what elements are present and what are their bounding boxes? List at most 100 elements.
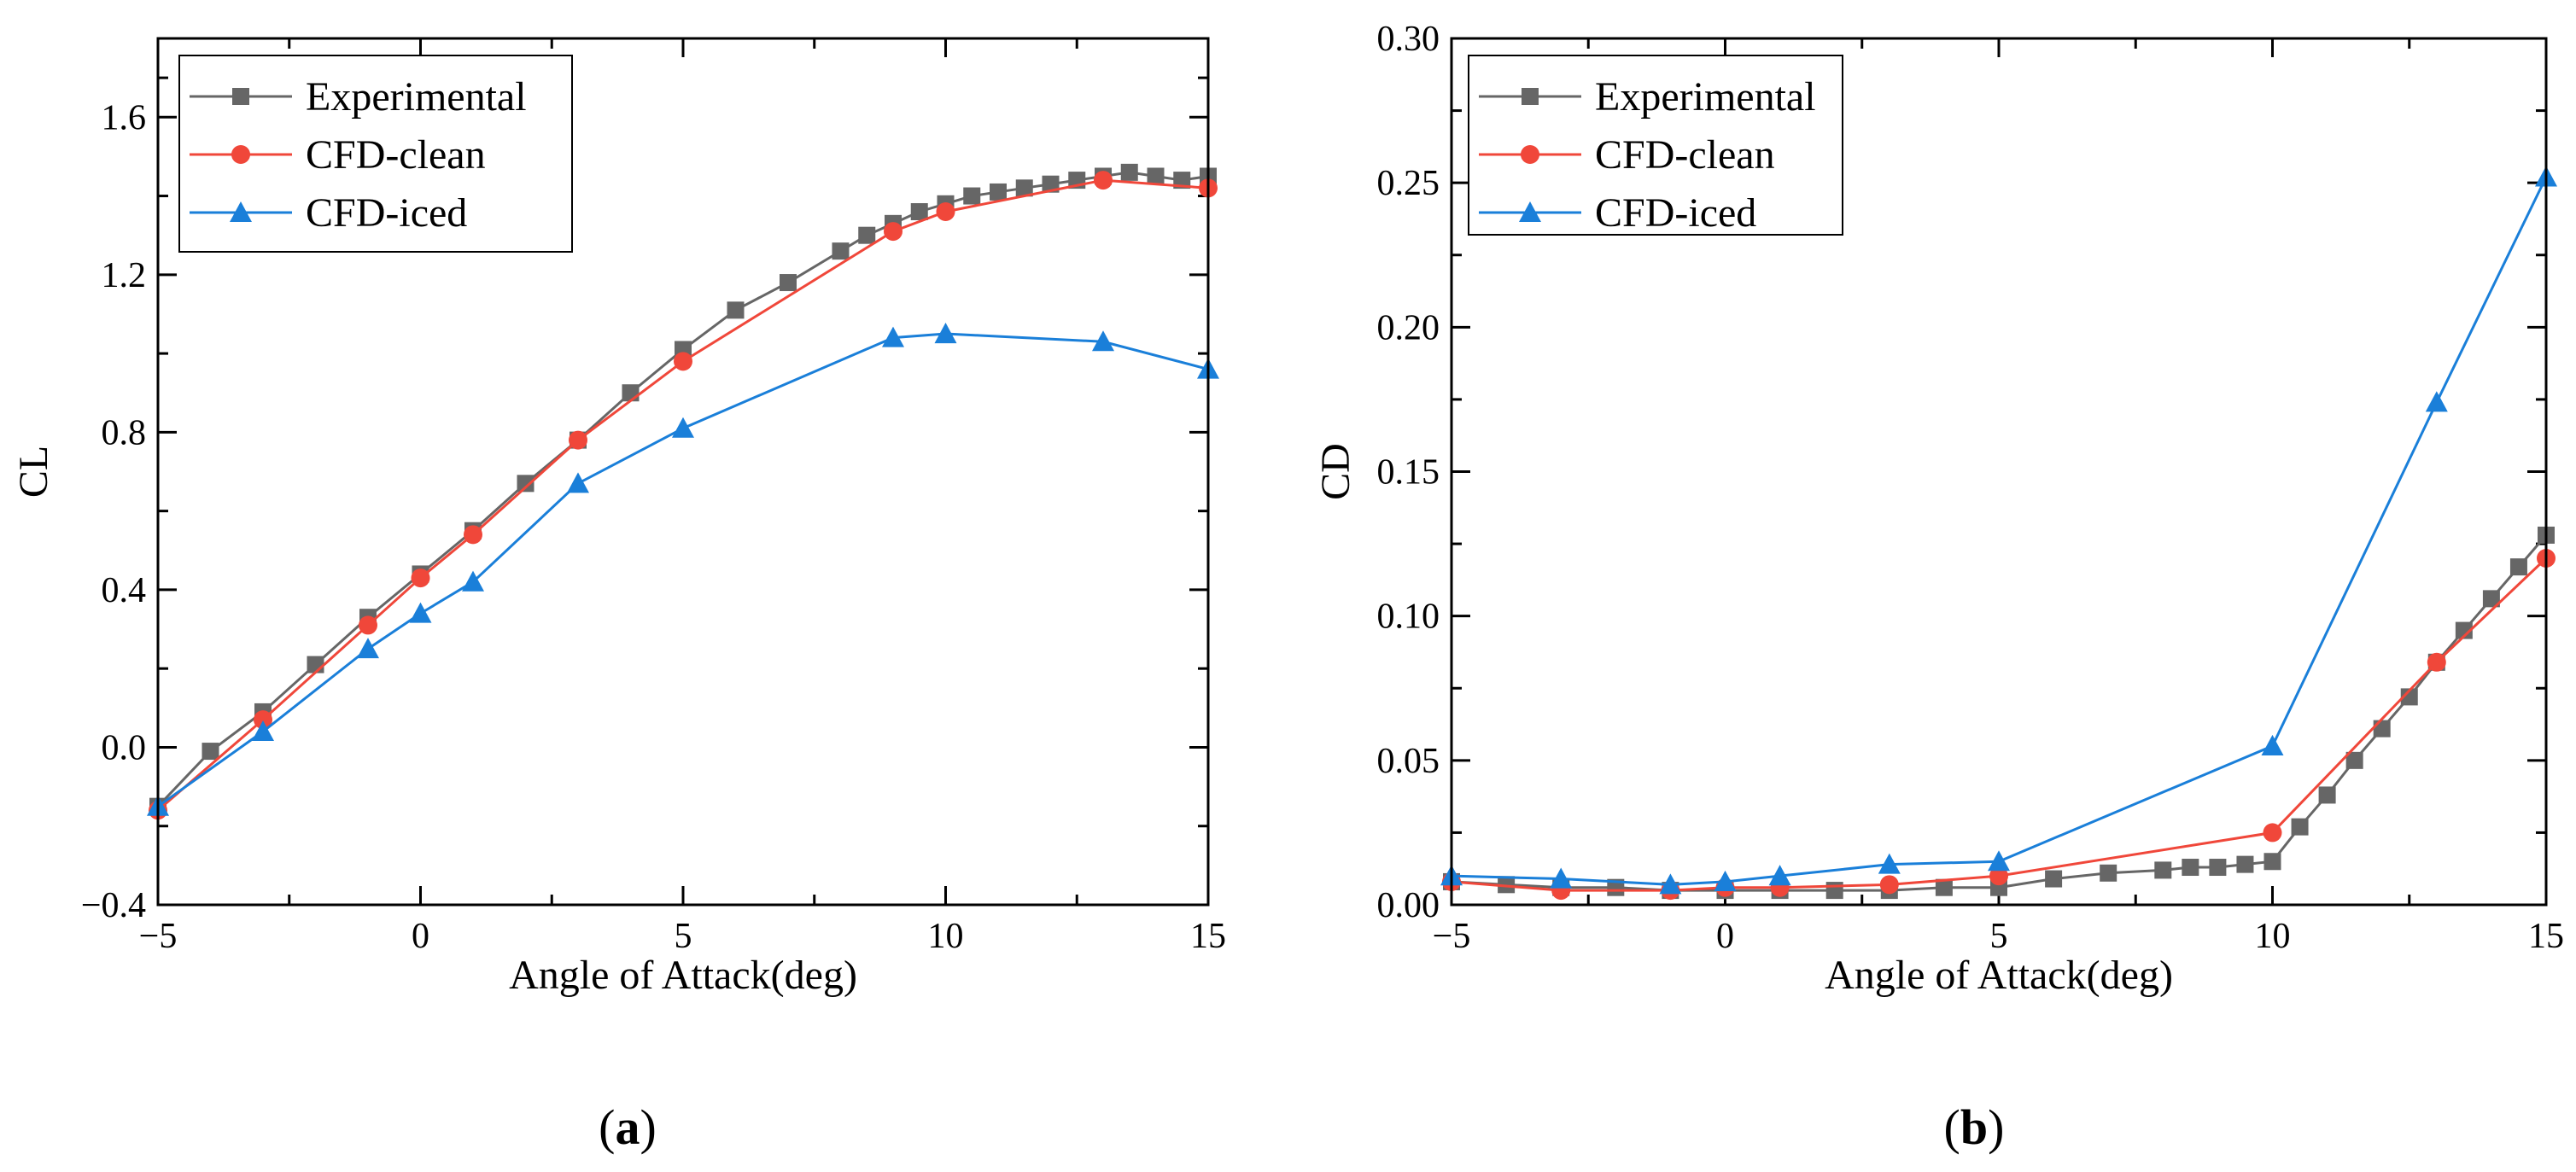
data-point: [409, 602, 432, 623]
data-point: [2263, 823, 2282, 843]
data-point: [882, 326, 904, 347]
data-point: [2318, 786, 2336, 804]
x-tick-label: 5: [1990, 917, 2008, 956]
data-point: [1988, 850, 2010, 872]
data-point: [884, 222, 902, 242]
chart-panel-a: −5 0 5 10 15 −0.4 0.0 0.4 0.8 1.2 1.6 Angle of Atta…: [11, 37, 1226, 1155]
data-point: [727, 301, 745, 319]
legend-label: CFD-clean: [306, 132, 486, 178]
legend-marker: [230, 201, 252, 223]
tick-labels: −5 0 5 10 15 −0.4 0.0 0.4 0.8 1.2 1.6: [81, 98, 1226, 956]
legend-marker: [1521, 145, 1539, 164]
x-axis-title: Angle of Attack(deg): [509, 953, 857, 998]
panel-label: (a): [599, 1099, 657, 1155]
x-tick-label: 0: [412, 917, 429, 956]
data-point: [2291, 818, 2309, 836]
data-point: [1147, 167, 1165, 185]
data-point: [780, 274, 797, 292]
legend-label: CFD-iced: [306, 190, 467, 236]
data-point: [2455, 621, 2473, 639]
data-point: [2182, 859, 2199, 877]
data-point: [1092, 330, 1114, 352]
x-axis-title: Angle of Attack(deg): [1825, 953, 2173, 998]
tick-labels: −5 0 5 10 15 0.00 0.05 0.10 0.15 0.20 0.25 0.30: [1377, 20, 2565, 956]
y-tick-label: 0.8: [102, 413, 147, 452]
series-cfd-iced: [1440, 166, 2557, 895]
y-axis-title: CD: [1313, 443, 1358, 500]
x-tick-label: −5: [139, 917, 178, 956]
legend-entry: CFD-clean: [190, 132, 486, 178]
data-point: [307, 656, 324, 673]
y-tick-label: 0.00: [1377, 886, 1440, 925]
y-tick-label: 0.20: [1377, 308, 1440, 347]
data-point: [1768, 865, 1791, 886]
data-point: [254, 710, 272, 730]
data-point: [2100, 864, 2117, 882]
chart-panel-b: −5 0 5 10 15 0.00 0.05 0.10 0.15 0.20 0.25 0.30 Angl…: [1313, 20, 2564, 1155]
data-point: [2261, 734, 2284, 755]
legend-marker: [1522, 88, 1539, 105]
x-tick-label: 10: [2255, 917, 2291, 956]
y-tick-label: 0.25: [1377, 164, 1440, 203]
data-point: [2263, 853, 2281, 871]
plot-frame: [1450, 37, 2548, 907]
y-tick-label: 0.4: [102, 571, 147, 610]
data-point: [2345, 751, 2363, 769]
data-point: [1935, 878, 1953, 896]
data-point: [1825, 882, 1843, 900]
plot-frame: [156, 37, 1210, 907]
data-point: [252, 720, 274, 742]
legend-entry: CFD-iced: [1479, 190, 1756, 236]
data-point: [2425, 391, 2448, 412]
data-point: [832, 242, 850, 260]
data-point: [2154, 861, 2172, 879]
series-line: [156, 171, 1209, 808]
legend: Experimental CFD-clean CFD-iced: [1468, 55, 1843, 236]
legend-label: Experimental: [1595, 74, 1816, 120]
data-point: [2509, 558, 2527, 576]
series-cfd-clean: [149, 171, 1218, 820]
data-point: [2373, 720, 2391, 738]
legend-entry: Experimental: [1479, 74, 1816, 120]
data-point: [1498, 876, 1516, 894]
y-tick-label: 1.6: [102, 98, 147, 137]
data-point: [936, 202, 955, 221]
data-point: [2236, 855, 2254, 873]
data-point: [672, 417, 694, 438]
y-tick-label: −0.4: [81, 886, 146, 925]
data-point: [569, 430, 587, 450]
data-point: [567, 472, 589, 493]
y-tick-label: 0.0: [102, 728, 147, 767]
series-line: [1451, 557, 2548, 892]
data-point: [2045, 870, 2063, 888]
legend-label: CFD-clean: [1595, 132, 1775, 178]
data-point: [858, 226, 876, 244]
plot-area: [1440, 166, 2557, 901]
x-tick-label: 0: [1716, 917, 1734, 956]
data-point: [1550, 867, 1573, 889]
data-point: [2482, 590, 2500, 608]
legend-marker: [1519, 201, 1541, 223]
data-point: [2400, 688, 2418, 706]
data-point: [2209, 859, 2227, 877]
plot-area: [147, 163, 1219, 820]
data-point: [1120, 163, 1138, 181]
data-point: [2427, 652, 2446, 672]
data-point: [1607, 878, 1625, 896]
data-point: [464, 525, 482, 545]
data-point: [1989, 866, 2008, 886]
data-point: [910, 203, 928, 220]
legend-entry: Experimental: [190, 74, 527, 120]
y-tick-label: 0.15: [1377, 453, 1440, 493]
y-tick-label: 0.30: [1377, 20, 1440, 59]
data-point: [411, 569, 430, 588]
y-axis-title: CL: [11, 446, 56, 498]
legend-marker: [231, 145, 250, 164]
data-point: [963, 187, 981, 205]
data-point: [359, 615, 377, 635]
data-point: [1659, 873, 1682, 895]
data-point: [517, 475, 534, 493]
legend-label: CFD-iced: [1595, 190, 1756, 236]
data-point: [1173, 172, 1191, 190]
